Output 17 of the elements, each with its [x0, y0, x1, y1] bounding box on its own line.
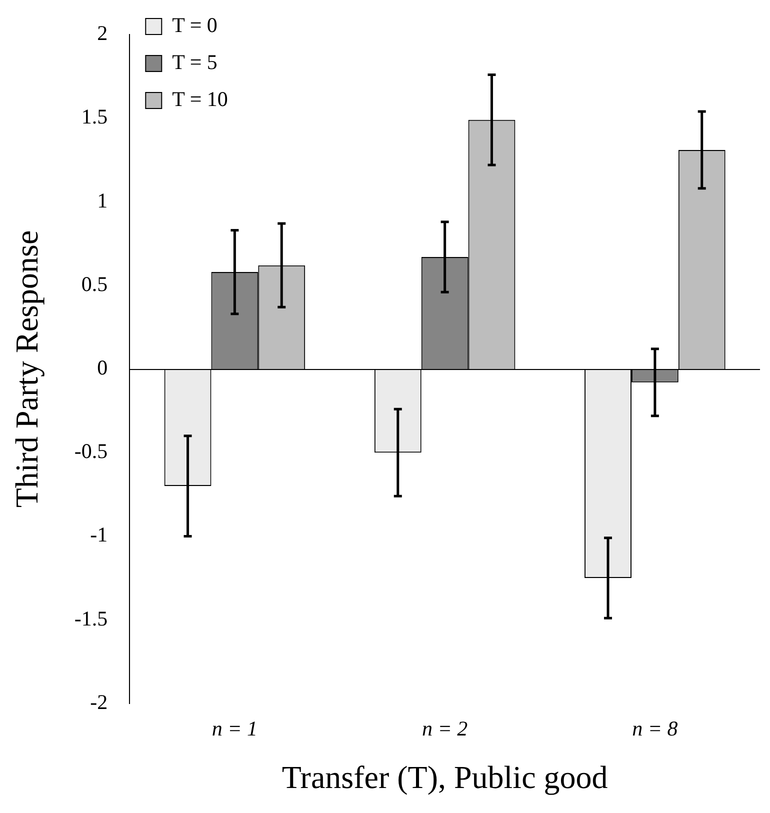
legend-label: T = 10 — [172, 87, 228, 112]
x-tick-label: n = 1 — [212, 716, 258, 741]
x-axis-title: Transfer (T), Public good — [282, 759, 608, 796]
y-tick-label: 0 — [97, 356, 108, 380]
y-tick-label: 0.5 — [81, 272, 108, 296]
y-tick-label: -0.5 — [74, 439, 108, 464]
y-tick-label: -1.5 — [74, 606, 108, 630]
y-axis-title: Third Party Response — [8, 230, 45, 508]
x-tick-label: n = 8 — [632, 716, 678, 741]
legend-label: T = 5 — [172, 50, 218, 74]
y-tick-label: 1.5 — [81, 104, 108, 129]
y-tick-label: -1 — [90, 522, 108, 547]
y-tick-label: 1 — [97, 188, 108, 212]
legend-label: T = 0 — [172, 13, 218, 38]
y-tick-label: 2 — [97, 21, 108, 46]
x-tick-label: n = 2 — [422, 716, 468, 741]
y-tick-label: -2 — [90, 690, 108, 714]
